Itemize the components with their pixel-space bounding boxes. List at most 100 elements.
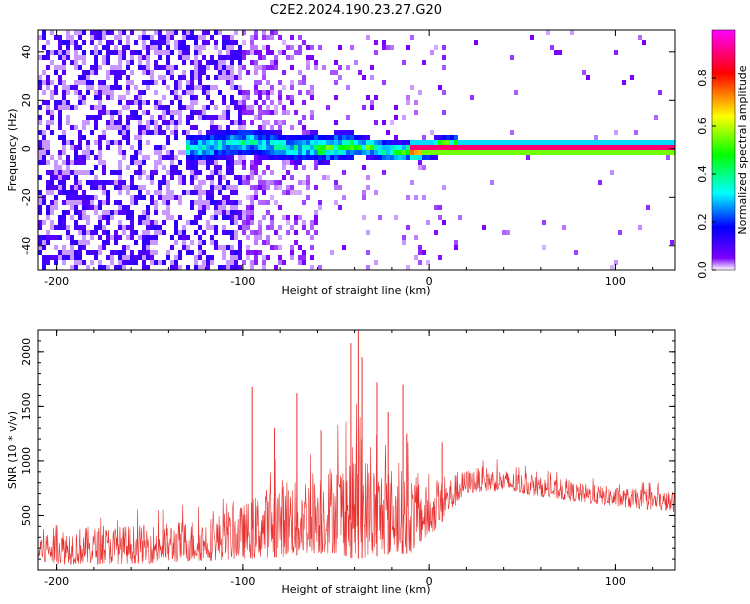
heatmap-cell: [242, 150, 246, 155]
heatmap-cell: [62, 90, 66, 95]
heatmap-cell: [470, 95, 474, 100]
heatmap-cell: [190, 170, 194, 175]
heatmap-cell: [462, 150, 466, 155]
heatmap-cell: [506, 150, 510, 155]
heatmap-cell: [78, 100, 82, 105]
heatmap-cell: [558, 150, 562, 155]
heatmap-cell: [122, 55, 126, 60]
heatmap-cell: [170, 115, 174, 120]
heatmap-cell: [442, 90, 446, 95]
heatmap-cell: [38, 120, 42, 125]
heatmap-cell: [302, 135, 306, 140]
heatmap-cell: [150, 225, 154, 230]
heatmap-cell: [226, 245, 230, 250]
heatmap-cell: [198, 195, 202, 200]
heatmap-cell: [210, 240, 214, 245]
heatmap-cell: [46, 190, 50, 195]
heatmap-cell: [222, 195, 226, 200]
heatmap-cell: [370, 145, 374, 150]
heatmap-cell: [258, 55, 262, 60]
heatmap-cell: [210, 85, 214, 90]
heatmap-cell: [434, 150, 438, 155]
heatmap-cell: [50, 120, 54, 125]
heatmap-cell: [202, 65, 206, 70]
heatmap-cell: [262, 190, 266, 195]
heatmap-cell: [170, 150, 174, 155]
heatmap-cell: [202, 180, 206, 185]
heatmap-cell: [74, 105, 78, 110]
heatmap-cell: [250, 210, 254, 215]
heatmap-cell: [138, 190, 142, 195]
heatmap-cell: [314, 65, 318, 70]
heatmap-cell: [78, 80, 82, 85]
heatmap-cell: [70, 170, 74, 175]
heatmap-cell: [302, 150, 306, 155]
heatmap-cell: [102, 45, 106, 50]
heatmap-cell: [246, 130, 250, 135]
heatmap-cell: [230, 250, 234, 255]
heatmap-cell: [514, 145, 518, 150]
heatmap-cell: [282, 120, 286, 125]
heatmap-cell: [54, 165, 58, 170]
heatmap-cell: [186, 160, 190, 165]
heatmap-cell: [298, 50, 302, 55]
heatmap-cell: [214, 240, 218, 245]
heatmap-cell: [338, 155, 342, 160]
heatmap-cell: [154, 190, 158, 195]
heatmap-cell: [254, 45, 258, 50]
heatmap-cell: [158, 75, 162, 80]
heatmap-cell: [202, 150, 206, 155]
heatmap-cell: [278, 120, 282, 125]
heatmap-cell: [42, 30, 46, 35]
heatmap-cell: [570, 30, 574, 35]
heatmap-cell: [178, 100, 182, 105]
heatmap-cell: [38, 55, 42, 60]
snr-y-axis-label: SNR (10 * v/v): [6, 411, 19, 489]
heatmap-cell: [454, 245, 458, 250]
heatmap-cell: [386, 45, 390, 50]
heatmap-cell: [250, 150, 254, 155]
heatmap-cell: [250, 35, 254, 40]
heatmap-cell: [338, 140, 342, 145]
heatmap-cell: [146, 155, 150, 160]
heatmap-cell: [266, 150, 270, 155]
heatmap-cell: [262, 265, 266, 270]
heatmap-cell: [42, 235, 46, 240]
heatmap-cell: [122, 265, 126, 270]
heatmap-cell: [382, 145, 386, 150]
heatmap-cell: [594, 135, 598, 140]
heatmap-cell: [270, 170, 274, 175]
heatmap-cell: [142, 250, 146, 255]
heatmap-cell: [246, 175, 250, 180]
heatmap-cell: [634, 145, 638, 150]
heatmap-cell: [302, 125, 306, 130]
heatmap-cell: [298, 255, 302, 260]
heatmap-cell: [254, 115, 258, 120]
heatmap-cell: [438, 135, 442, 140]
heatmap-cell: [298, 160, 302, 165]
heatmap-cell: [50, 30, 54, 35]
heatmap-cell: [290, 80, 294, 85]
heatmap-cell: [510, 145, 514, 150]
heatmap-cell: [270, 180, 274, 185]
heatmap-cell: [350, 45, 354, 50]
heatmap-cell: [326, 105, 330, 110]
heatmap-cell: [306, 90, 310, 95]
heatmap-cell: [390, 155, 394, 160]
heatmap-cell: [670, 240, 674, 245]
heatmap-cell: [246, 50, 250, 55]
heatmap-cell: [82, 205, 86, 210]
heatmap-cell: [206, 105, 210, 110]
heatmap-cell: [170, 260, 174, 265]
heatmap-cell: [242, 40, 246, 45]
colorbar-label: Normalized spectral amplitude: [736, 65, 749, 234]
heatmap-cell: [454, 240, 458, 245]
heatmap-cell: [434, 155, 438, 160]
heatmap-cell: [230, 75, 234, 80]
heatmap-cell: [494, 140, 498, 145]
heatmap-cell: [174, 125, 178, 130]
heatmap-cell: [58, 110, 62, 115]
heatmap-cell: [62, 80, 66, 85]
